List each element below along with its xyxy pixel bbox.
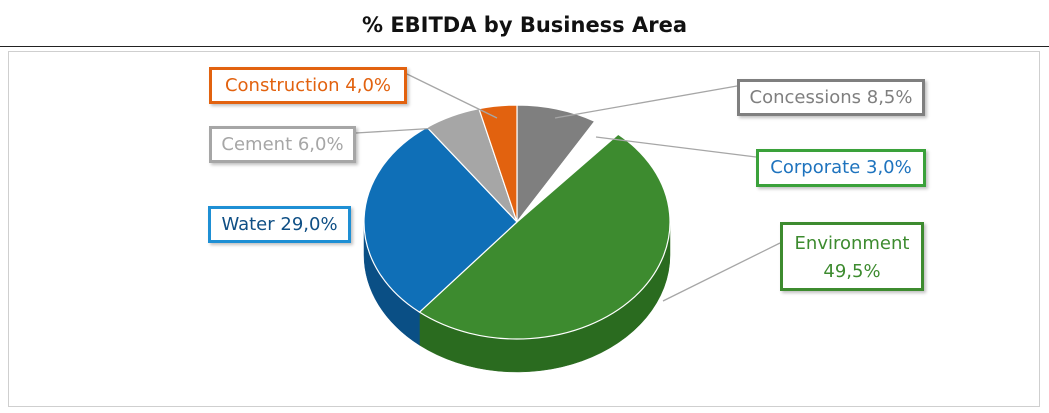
label-water-text: Water 29,0% bbox=[221, 214, 338, 235]
leader-line-concessions bbox=[554, 85, 738, 119]
label-concessions-text: Concessions 8,5% bbox=[749, 87, 913, 108]
label-corporate-text: Corporate 3,0% bbox=[770, 157, 912, 178]
label-environment-line2: 49,5% bbox=[823, 261, 881, 282]
leader-line-cement bbox=[355, 126, 456, 134]
slice-environment bbox=[418, 133, 671, 340]
label-construction: Construction 4,0% bbox=[209, 67, 407, 104]
label-water: Water 29,0% bbox=[208, 206, 351, 243]
label-cement-text: Cement 6,0% bbox=[221, 134, 344, 155]
label-environment-line1: Environment bbox=[794, 233, 910, 254]
chart-title: % EBITDA by Business Area bbox=[361, 13, 688, 37]
label-corporate: Corporate 3,0% bbox=[756, 149, 926, 187]
leader-line-environment bbox=[662, 242, 781, 302]
slice-water bbox=[363, 126, 518, 313]
leader-line-construction bbox=[406, 73, 498, 119]
label-environment: Environment 49,5% bbox=[780, 222, 924, 291]
chart-frame bbox=[8, 51, 1040, 407]
label-concessions: Concessions 8,5% bbox=[737, 79, 925, 116]
label-cement: Cement 6,0% bbox=[209, 126, 356, 163]
title-bar: % EBITDA by Business Area bbox=[0, 0, 1049, 47]
leader-line-corporate bbox=[595, 136, 757, 158]
label-construction-text: Construction 4,0% bbox=[224, 75, 392, 96]
